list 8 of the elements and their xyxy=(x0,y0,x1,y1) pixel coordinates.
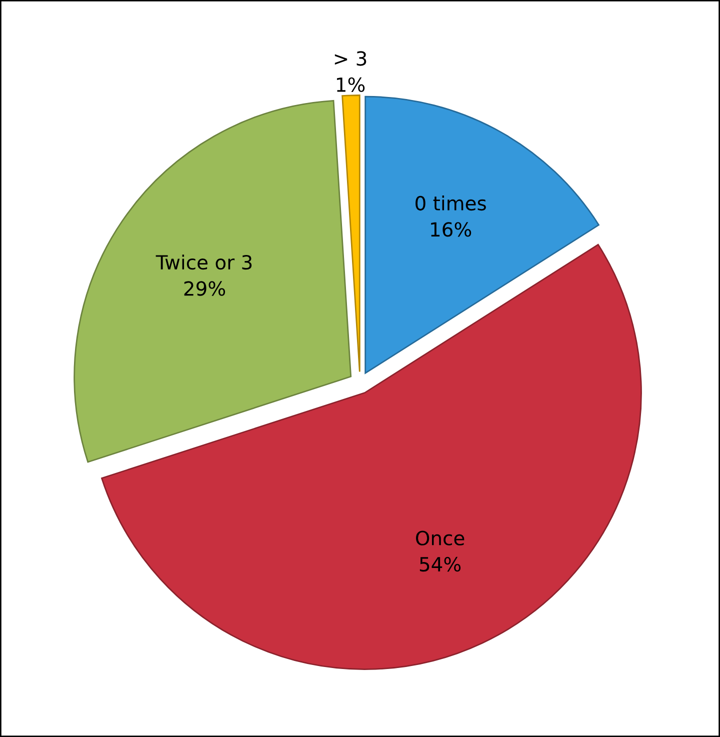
data-label: 29% xyxy=(184,281,226,296)
slice-label: Once xyxy=(416,530,464,546)
data-label: 1% xyxy=(336,77,365,92)
data-label: 54% xyxy=(420,556,461,572)
slice-label: 0 times xyxy=(416,196,486,211)
data-label: 16% xyxy=(431,222,472,237)
slice-label: Twice or 3 xyxy=(156,254,252,270)
slice-label: > 3 xyxy=(334,51,366,66)
